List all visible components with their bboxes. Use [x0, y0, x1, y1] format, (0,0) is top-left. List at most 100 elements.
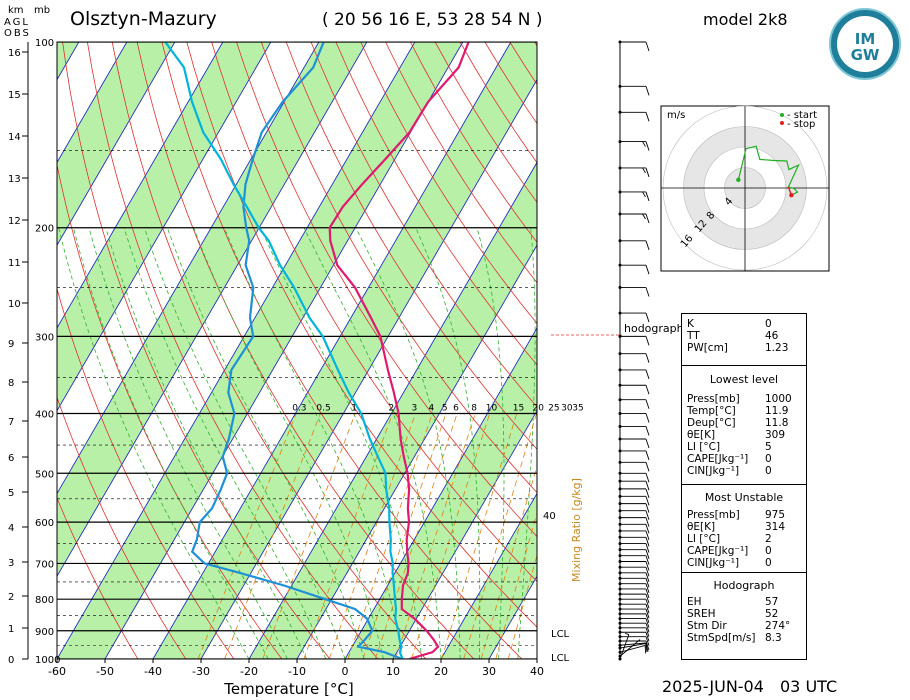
wind-barb-flag	[645, 336, 650, 346]
x-tick-label: -20	[240, 665, 258, 678]
wind-barb-flag	[642, 191, 646, 198]
most-unstable-value: 975	[765, 509, 786, 521]
isotherm-line	[392, 409, 537, 659]
wind-barb-flag	[645, 608, 650, 619]
lcl-label: LCL	[551, 653, 570, 664]
km-axis-title: km	[8, 5, 24, 16]
hodograph-trace	[737, 145, 800, 196]
height-tick-label: 15	[8, 90, 21, 101]
wind-barb-flag	[645, 413, 650, 423]
wind-barb-flag	[645, 399, 650, 409]
mixing-ratio-tick-label: 30	[561, 403, 573, 413]
x-tick-label: 40	[530, 665, 544, 678]
wind-barb-flag	[642, 213, 646, 220]
station-coords: ( 20 56 16 E, 53 28 54 N )	[322, 10, 543, 30]
height-tick-label: 5	[8, 488, 14, 499]
lowest-level-key: CIN[Jkg⁻¹]	[687, 465, 740, 477]
pressure-tick-label: 200	[35, 224, 54, 235]
height-tick-label: 11	[8, 258, 21, 269]
lowest-level-value: 309	[765, 429, 786, 441]
x-tick-label: -30	[192, 665, 210, 678]
mu-level-label: 40	[543, 511, 556, 522]
wind-barb-flag	[645, 287, 650, 297]
wind-barb-shaft	[619, 643, 646, 649]
wind-barb-flag	[645, 636, 650, 646]
wind-barb-flag	[645, 112, 650, 122]
height-tick-label: 10	[8, 299, 21, 310]
wind-barb-flag	[645, 543, 650, 553]
model-label: model 2k8	[703, 10, 788, 29]
wind-barb-flag	[645, 481, 650, 491]
mixing-ratio-tick-label: 0.3	[292, 403, 306, 413]
wind-barb-flag	[645, 613, 650, 624]
x-tick-label: 30	[482, 665, 496, 678]
wind-barb-flag	[645, 530, 650, 541]
wind-barb-flag	[645, 369, 650, 380]
isotherm-line	[200, 78, 537, 659]
wind-barb-flag	[642, 141, 646, 147]
isotherm-line	[248, 161, 537, 659]
mixing-ratio-line	[224, 413, 321, 659]
pressure-tick-label: 500	[35, 469, 54, 480]
mixing-ratio-line	[507, 553, 537, 659]
wind-barb-shaft	[619, 642, 646, 646]
lowest-level-key: Temp[°C]	[687, 405, 736, 417]
hodograph-params-title: Hodograph	[713, 579, 775, 592]
wind-barb-flag	[645, 353, 650, 363]
most-unstable-title: Most Unstable	[704, 491, 784, 504]
most-unstable-key: θE[K]	[687, 521, 716, 533]
moist-adiabat	[303, 227, 442, 659]
index-value: 46	[765, 330, 779, 342]
parcel-profile	[164, 42, 404, 659]
lowest-level-value: 11.8	[765, 417, 789, 429]
valid-date: 2025-JUN-04	[662, 677, 764, 696]
mixing-ratio-line	[441, 413, 518, 659]
wind-barb-flag	[645, 643, 648, 652]
mixing-ratio-line	[374, 413, 458, 659]
wind-barb-shaft	[619, 645, 646, 653]
hodograph-unit: m/s	[667, 110, 686, 121]
wind-barb-flag	[645, 510, 650, 520]
lowest-level-title: Lowest level	[709, 373, 779, 386]
x-tick-label: 10	[386, 665, 400, 678]
most-unstable-key: CAPE[Jkg⁻¹]	[687, 545, 749, 557]
mixing-ratio-line	[411, 413, 491, 659]
x-tick-label: 0	[342, 665, 349, 678]
isotherm-band	[153, 42, 537, 659]
wind-barb-flag	[645, 561, 650, 571]
mixing-ratio-tick-label: 3	[412, 403, 418, 413]
wind-barb-flag	[645, 567, 650, 577]
wind-barb-flag	[645, 141, 650, 151]
station-title: Olsztyn-Mazury	[70, 8, 217, 30]
valid-time: 03 UTC	[780, 677, 838, 696]
mixing-ratio-tick-label: 2	[388, 403, 394, 413]
wind-barb-flag	[645, 462, 650, 472]
wind-barb-flag	[645, 488, 650, 499]
logo-text-top: IM	[854, 30, 876, 48]
mixing-ratio-line	[495, 511, 537, 659]
pressure-tick-label: 100	[35, 38, 54, 49]
wind-barb-flag	[645, 572, 650, 582]
stability-indices-panel: K 0 TT 46 PW[cm] 1.23	[681, 313, 807, 367]
moist-adiabat	[476, 227, 505, 659]
wind-barb-flag	[645, 627, 650, 637]
most-unstable-key: Press[mb]	[687, 509, 740, 521]
mixing-ratio-tick-label: 10	[486, 403, 498, 413]
dry-adiabat	[57, 287, 235, 659]
pressure-tick-label: 900	[35, 627, 54, 638]
lowest-level-value: 1000	[765, 393, 792, 405]
mixing-ratio-line	[303, 413, 393, 659]
mixing-ratio-tick-label: 6	[453, 403, 459, 413]
index-key: K	[687, 318, 694, 330]
lowest-level-key: CAPE[Jkg⁻¹]	[687, 453, 749, 465]
moist-adiabat	[123, 227, 327, 659]
wind-barb-flag	[645, 642, 649, 652]
mixing-ratio-tick-label: 35	[572, 403, 583, 413]
index-value: 1.23	[765, 342, 789, 354]
x-tick-label: -40	[144, 665, 162, 678]
moist-adiabat	[193, 227, 384, 659]
wind-barb-flag	[625, 633, 630, 635]
lowest-level-key: Deup[°C]	[687, 417, 736, 429]
hodograph-stop-marker	[789, 192, 794, 198]
